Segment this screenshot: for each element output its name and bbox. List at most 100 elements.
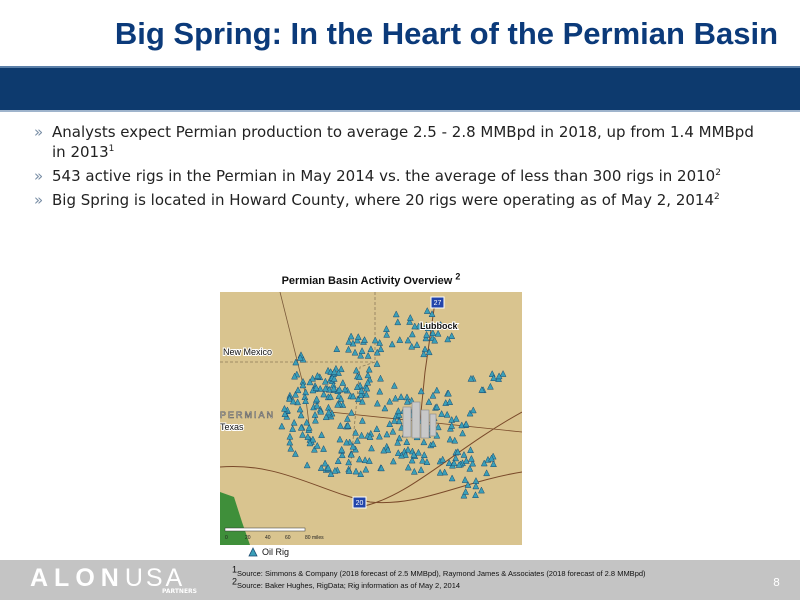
rig-icon [299,381,307,389]
rig-group [278,307,507,499]
rig-icon [389,457,397,465]
rig-icon [408,330,416,338]
rig-icon [290,418,298,426]
note-ref: 2 [232,576,238,587]
rig-icon [438,410,446,417]
rig-icon [386,420,394,428]
bullet-text: Analysts expect Permian production to av… [52,123,754,161]
rig-icon [423,307,431,314]
rig-icon [353,436,361,444]
rig-icon [495,372,503,380]
rig-icon [397,393,405,400]
rig-icon [292,358,300,366]
rig-icon [348,408,355,416]
rig-icon [337,421,344,429]
scale-label: 60 [285,535,291,541]
rig-icon [365,457,373,464]
rig-icon [454,448,462,455]
bullet: 543 active rigs in the Permian in May 20… [34,166,754,186]
rig-icon [286,438,294,446]
rig-icon [406,317,414,325]
rig-icon [320,390,328,398]
rig-icon [327,392,334,400]
rig-icon [364,371,372,379]
rig-icon [351,348,359,356]
rig-icon [499,370,507,377]
rig-icon [461,476,469,483]
rig-icon [404,463,412,471]
rig-icon [469,459,477,467]
rig-icon [452,414,460,422]
rig-icon [419,456,426,464]
rig-icon [325,408,333,416]
rig-icon [371,336,379,344]
rig-icon [443,410,451,418]
rig-icon [331,466,339,474]
rig-icon [313,441,321,449]
rig-icon [394,438,402,446]
border [349,292,376,473]
highway-shield: 27 [430,296,445,309]
rig-icon [313,395,321,403]
rig-icon [431,336,439,344]
rig-icon [339,378,347,386]
rig-icon [445,389,452,397]
rig-icon [354,333,362,340]
rig-icon [289,425,297,432]
rig-icon [403,397,411,405]
rig-icon [402,451,409,458]
rig-icon [404,336,412,344]
rig-icon [296,353,304,361]
rig-icon [478,386,486,393]
rig-icon [487,382,494,390]
rig-icon [317,407,325,415]
note-ref: 2 [455,271,461,282]
highway-label: 27 [434,300,442,307]
rig-icon [394,318,402,326]
rig-icon [336,435,344,443]
rig-icon [364,351,372,359]
rig-icon [373,348,381,356]
rig-icon [460,450,468,458]
rig-icon [321,377,329,385]
rig-icon [391,381,398,389]
rig-icon [441,468,449,476]
rig-icon [337,365,345,373]
rig-icon [352,366,360,374]
rig-icon [429,440,437,447]
scale-label: 0 [225,535,228,541]
rig-icon [467,374,475,382]
logo-text: ALON [30,564,125,592]
rig-icon [377,345,385,353]
bullet-text: Big Spring is located in Howard County, … [52,191,714,209]
note-ref: 1 [232,564,238,575]
header-band [0,66,800,112]
rig-icon [423,330,430,338]
rig-icon [294,386,302,394]
rig-icon [357,391,365,399]
rig-icon [429,329,437,337]
rig-icon [467,454,475,462]
scale-bar [224,527,306,532]
rig-icon [408,342,416,350]
footer [0,560,800,600]
rig-icon [322,413,330,421]
rig-icon [462,456,470,464]
note-ref: 2 [714,192,720,202]
rig-icon [376,387,384,395]
rig-icon [472,482,480,490]
rig-icon [357,351,365,359]
rig-icon [302,397,309,404]
rig-icon [345,467,353,474]
rig-icon [478,486,485,494]
rig-icon [322,384,329,392]
rig-icon [306,378,314,386]
rig-icon [392,310,400,318]
rig-icon [434,423,442,431]
rig-icon [444,335,452,343]
state-label: Texas [220,422,244,432]
rig-icon [361,336,368,343]
rig-icon [394,449,402,456]
rig-icon [459,429,467,437]
rig-icon [483,469,491,477]
